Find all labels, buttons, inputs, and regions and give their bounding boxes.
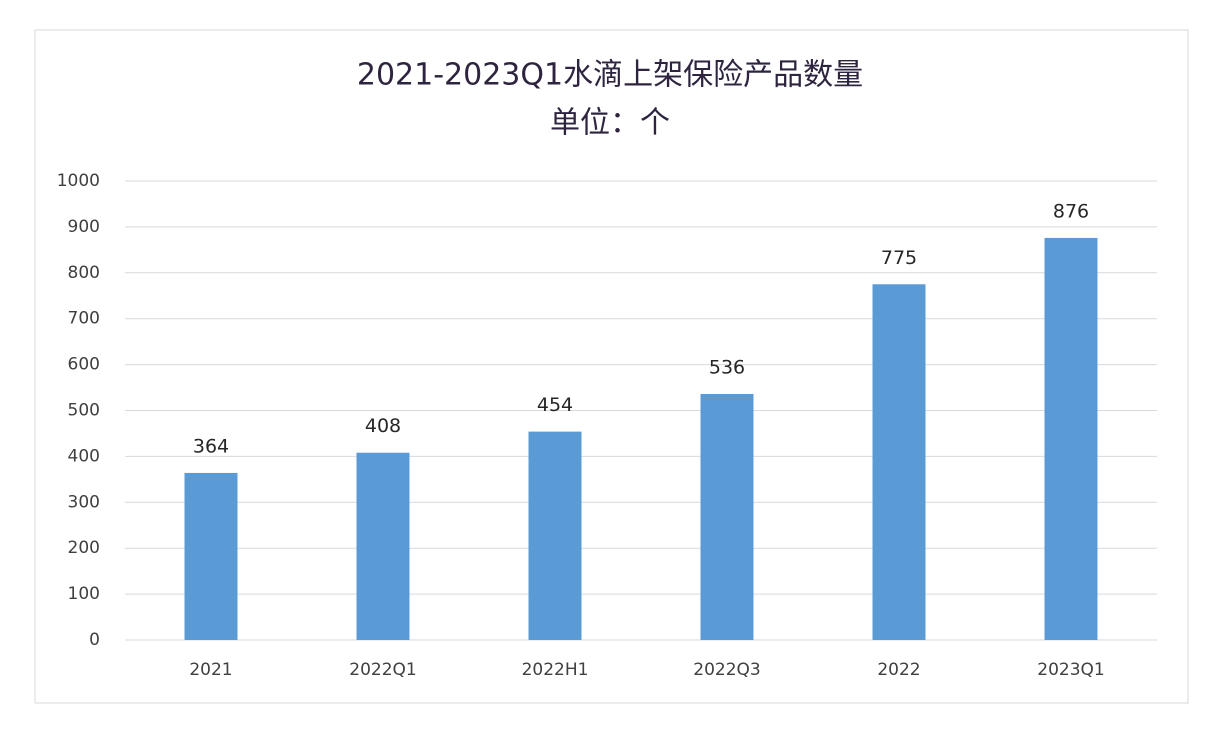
y-tick-label: 100 [68, 584, 100, 604]
x-tick-label: 2022Q1 [349, 660, 416, 680]
y-tick-label: 700 [68, 309, 100, 329]
y-tick-label: 600 [68, 355, 100, 375]
y-tick-label: 500 [68, 401, 100, 421]
data-label: 364 [193, 435, 229, 457]
data-label: 536 [709, 356, 745, 378]
chart-subtitle: 单位：个 [550, 106, 670, 141]
y-tick-label: 1000 [57, 171, 100, 191]
x-tick-label: 2021 [189, 660, 232, 680]
bar [184, 472, 238, 640]
bar [700, 393, 754, 640]
data-label: 775 [881, 247, 917, 269]
y-tick-label: 0 [89, 630, 100, 650]
x-tick-label: 2022H1 [522, 660, 589, 680]
x-tick-label: 2022Q3 [693, 660, 760, 680]
bar [356, 452, 410, 640]
bar [872, 284, 926, 640]
y-tick-label: 400 [68, 446, 100, 466]
x-tick-label: 2022 [877, 660, 920, 680]
y-tick-label: 300 [68, 492, 100, 512]
y-tick-label: 200 [68, 538, 100, 558]
data-label: 454 [537, 394, 573, 416]
data-label: 408 [365, 415, 401, 437]
data-label: 876 [1053, 200, 1089, 222]
chart-title: 2021-2023Q1水滴上架保险产品数量 [357, 58, 863, 93]
y-tick-label: 800 [68, 263, 100, 283]
y-tick-label: 900 [68, 217, 100, 237]
bar [528, 431, 582, 640]
x-tick-label: 2023Q1 [1037, 660, 1104, 680]
bar [1044, 237, 1098, 640]
